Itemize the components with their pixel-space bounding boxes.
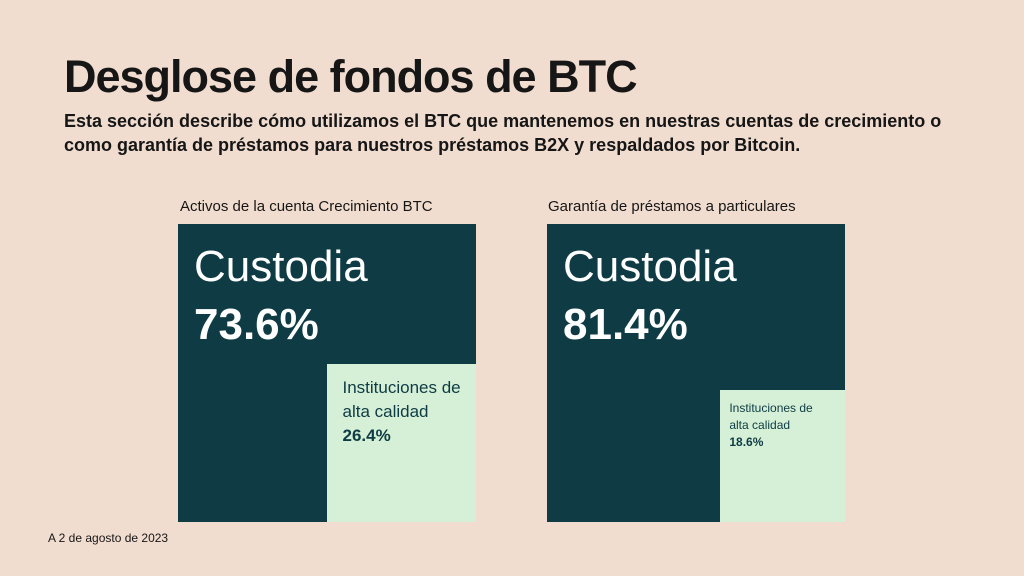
treemap-cell-instituciones: Instituciones de alta calidad 26.4% [327,364,476,522]
chart-title-loan-collateral: Garantía de préstamos a particulares [548,198,796,215]
treemap-loan-collateral: Custodia 81.4% Instituciones de alta cal… [547,224,845,522]
cell-label-custodia: Custodia [563,242,737,291]
cell-label-instituciones: Instituciones de alta calidad [342,378,461,422]
treemap-cell-instituciones: Instituciones de alta calidad 18.6% [720,389,845,522]
cell-value-instituciones: 26.4% [342,426,391,446]
cell-value-instituciones: 18.6% [729,434,764,449]
cell-value-custodia: 81.4% [563,300,688,349]
cell-label-instituciones: Instituciones de alta calidad [729,400,813,432]
page-subtitle: Esta sección describe cómo utilizamos el… [64,111,942,155]
cell-label-custodia: Custodia [194,242,368,291]
page-title: Desglose de fondos de BTC [64,51,638,102]
treemap-growth-account: Custodia 73.6% Instituciones de alta cal… [178,224,476,522]
as-of-date-note: A 2 de agosto de 2023 [48,531,169,545]
chart-title-growth-account: Activos de la cuenta Crecimiento BTC [180,198,433,215]
cell-value-custodia: 73.6% [194,300,319,349]
